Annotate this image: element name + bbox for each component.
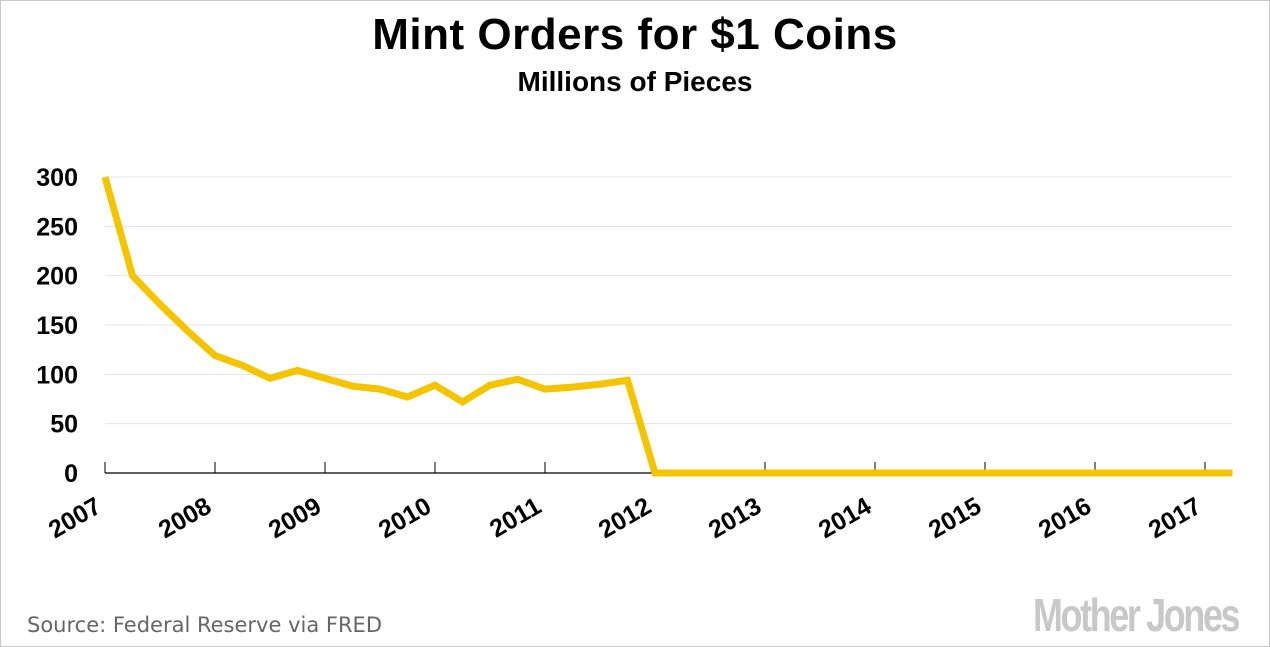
x-tick-label: 2007 (44, 492, 106, 544)
y-tick-label: 250 (36, 213, 78, 241)
x-tick-label: 2010 (374, 492, 436, 544)
y-tick-label: 300 (36, 164, 78, 192)
mother-jones-logo: Mother Jones (1033, 589, 1241, 641)
chart-subtitle: Millions of Pieces (517, 66, 753, 97)
x-tick-label: 2015 (924, 492, 986, 544)
y-tick-label: 100 (36, 361, 78, 389)
y-tick-label: 50 (50, 411, 78, 439)
source-note: Source: Federal Reserve via FRED (27, 613, 382, 637)
x-tick-label: 2008 (154, 492, 216, 544)
x-tick-label: 2017 (1144, 492, 1206, 544)
y-tick-label: 0 (64, 460, 78, 488)
x-tick-label: 2014 (814, 492, 876, 544)
x-tick-label: 2013 (704, 492, 766, 544)
series-line (101, 176, 1233, 477)
x-tick-label: 2009 (264, 492, 326, 544)
chart-title: Mint Orders for $1 Coins (372, 10, 898, 59)
x-tick-label: 2012 (594, 492, 656, 544)
x-tick-label: 2011 (485, 492, 546, 543)
y-tick-label: 150 (36, 312, 78, 340)
x-tick-label: 2016 (1034, 492, 1096, 544)
y-tick-label: 200 (36, 263, 78, 291)
